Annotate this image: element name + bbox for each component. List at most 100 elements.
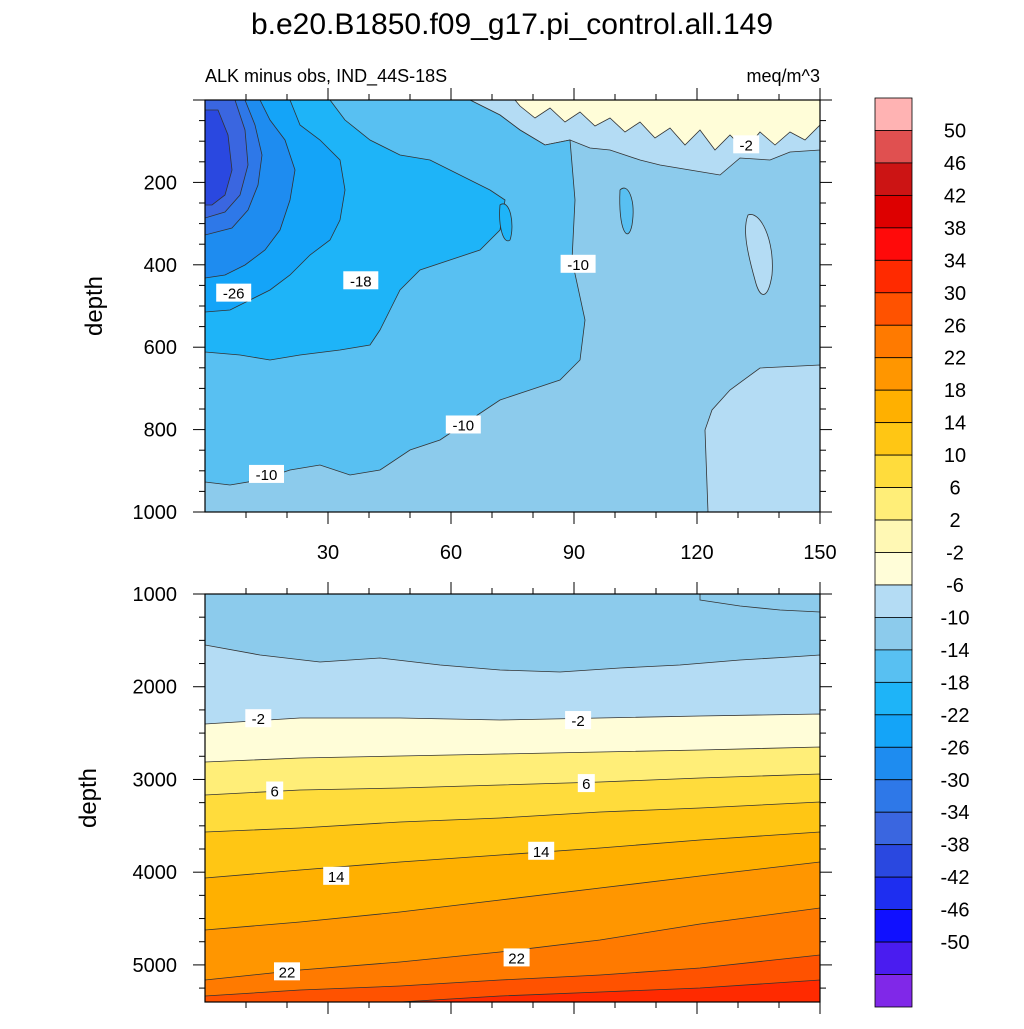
colorbar-label: 10 bbox=[944, 445, 966, 467]
colorbar-swatch bbox=[874, 162, 913, 196]
upper-ylabel: depth bbox=[81, 276, 108, 336]
colorbar-label: -22 bbox=[941, 705, 970, 727]
upper-contour-label: -18 bbox=[343, 271, 379, 290]
upper-y-tick-label: 600 bbox=[144, 337, 177, 359]
colorbar-label: -50 bbox=[941, 932, 970, 954]
contour-label-text: 6 bbox=[582, 776, 590, 793]
upper-axes: 30 60 90 120 150 200 400 600 800 1000 bbox=[133, 88, 837, 564]
contour-label-bg bbox=[323, 866, 350, 885]
colorbar-swatch bbox=[874, 844, 913, 878]
colorbar-swatch bbox=[874, 584, 913, 618]
lower-contour-label: 6 bbox=[266, 781, 284, 801]
colorbar-swatch bbox=[874, 779, 913, 813]
contour-label-text: -18 bbox=[350, 273, 372, 290]
colorbar-label: 50 bbox=[944, 120, 966, 142]
colorbar-label: 18 bbox=[944, 380, 966, 402]
colorbar-swatch bbox=[874, 389, 913, 424]
contour-label-text: -2 bbox=[571, 713, 584, 730]
colorbar-label: -42 bbox=[941, 867, 970, 889]
lower-ylabel: depth bbox=[75, 768, 102, 828]
region-minus6-blob bbox=[745, 214, 773, 295]
region-plus30 bbox=[399, 979, 820, 1002]
figure-subtitle: ALK minus obs, IND_44S-18S bbox=[205, 66, 447, 87]
contour-label-bg bbox=[577, 774, 595, 793]
upper-y-tick-label: 1000 bbox=[133, 502, 178, 524]
upper-x-tick-label: 90 bbox=[563, 542, 585, 564]
upper-x-tick-label: 60 bbox=[440, 542, 462, 564]
colorbar-label: 6 bbox=[949, 478, 960, 500]
colorbar-swatch bbox=[874, 909, 913, 943]
colorbar-label: -26 bbox=[941, 737, 970, 759]
colorbar-swatch bbox=[874, 876, 913, 911]
colorbar-swatch bbox=[874, 974, 913, 1008]
colorbar-swatch bbox=[874, 552, 913, 586]
colorbar-label: -14 bbox=[941, 640, 970, 662]
contour-label-bg bbox=[266, 781, 284, 800]
region-minus14-blob bbox=[619, 187, 634, 235]
upper-x-tick-label: 120 bbox=[680, 542, 713, 564]
contour-label-text: -10 bbox=[567, 257, 589, 274]
upper-y-tick-label: 400 bbox=[144, 255, 177, 277]
upper-contour-fill bbox=[205, 100, 820, 512]
colorbar-label: -34 bbox=[941, 802, 970, 824]
colorbar-label: 42 bbox=[944, 185, 966, 207]
lower-y-tick-label: 3000 bbox=[133, 769, 178, 791]
colorbar-label: -10 bbox=[941, 607, 970, 629]
contour-label-text: 22 bbox=[279, 964, 296, 981]
contour-label-text: -10 bbox=[452, 417, 474, 434]
contour-label-text: -26 bbox=[223, 286, 245, 303]
figure-title: b.e20.B1850.f09_g17.pi_control.all.149 bbox=[251, 8, 773, 41]
lower-contour-fill bbox=[205, 594, 820, 1002]
lower-contour-label: 22 bbox=[274, 962, 300, 981]
lower-contour-label: 6 bbox=[577, 774, 595, 793]
contour-label-bg bbox=[445, 415, 481, 434]
colorbar-swatch bbox=[874, 422, 913, 456]
contour-label-text: -10 bbox=[256, 467, 278, 484]
lower-axes: 1000 2000 3000 4000 5000 bbox=[133, 582, 832, 1014]
colorbar: 50 46 42 38 34 30 26 22 18 14 10 6 2 -2 -6 -10 -14 -18 -22… bbox=[874, 97, 970, 1008]
upper-contour-label: -10 bbox=[249, 464, 284, 484]
upper-contour-label: -26 bbox=[216, 283, 252, 303]
lower-panel: 1000 2000 3000 4000 5000 -2 -2 6 6 14 14 22 22 dept… bbox=[75, 582, 832, 1014]
upper-x-tick-label: 150 bbox=[803, 542, 836, 564]
upper-contour-label: -10 bbox=[560, 254, 596, 274]
upper-y-tick-label: 800 bbox=[144, 420, 177, 442]
contour-label-text: 14 bbox=[533, 844, 550, 861]
lower-contour-label: 14 bbox=[323, 866, 350, 886]
colorbar-label: -38 bbox=[941, 835, 970, 857]
upper-contour-label: -2 bbox=[733, 135, 760, 154]
colorbar-swatch bbox=[874, 194, 913, 229]
upper-contour-label: -10 bbox=[445, 415, 481, 434]
contour-label-bg bbox=[560, 254, 596, 273]
contour-label-text: 6 bbox=[271, 784, 279, 801]
colorbar-swatch bbox=[874, 324, 913, 359]
upper-x-tick-label: 30 bbox=[317, 542, 339, 564]
colorbar-swatch bbox=[874, 487, 913, 521]
colorbar-label: -6 bbox=[946, 575, 964, 597]
contour-label-bg bbox=[216, 283, 252, 302]
region-minus38 bbox=[205, 109, 233, 206]
colorbar-swatch bbox=[874, 746, 913, 781]
colorbar-swatch bbox=[874, 811, 913, 846]
contour-label-text: 22 bbox=[508, 950, 525, 967]
colorbar-swatch bbox=[874, 357, 913, 391]
colorbar-label: 22 bbox=[944, 348, 966, 370]
lower-y-tick-label: 2000 bbox=[133, 677, 178, 699]
colorbar-label: -30 bbox=[941, 770, 970, 792]
colorbar-swatch bbox=[874, 130, 913, 164]
colorbar-label: 26 bbox=[944, 315, 966, 337]
lower-y-tick-label: 1000 bbox=[133, 584, 178, 606]
colorbar-swatch bbox=[874, 649, 913, 683]
colorbar-label: -18 bbox=[941, 672, 970, 694]
lower-contour-labels: -2 -2 6 6 14 14 22 22 bbox=[245, 709, 595, 981]
region-minus18-blob bbox=[499, 203, 513, 242]
contour-label-text: 14 bbox=[328, 869, 345, 886]
colorbar-swatch bbox=[874, 227, 913, 261]
colorbar-label: 14 bbox=[944, 413, 966, 435]
contour-label-text: -2 bbox=[740, 137, 753, 154]
contour-label-bg bbox=[249, 464, 284, 483]
contour-label-bg bbox=[565, 711, 592, 730]
contour-label-bg bbox=[343, 271, 379, 290]
